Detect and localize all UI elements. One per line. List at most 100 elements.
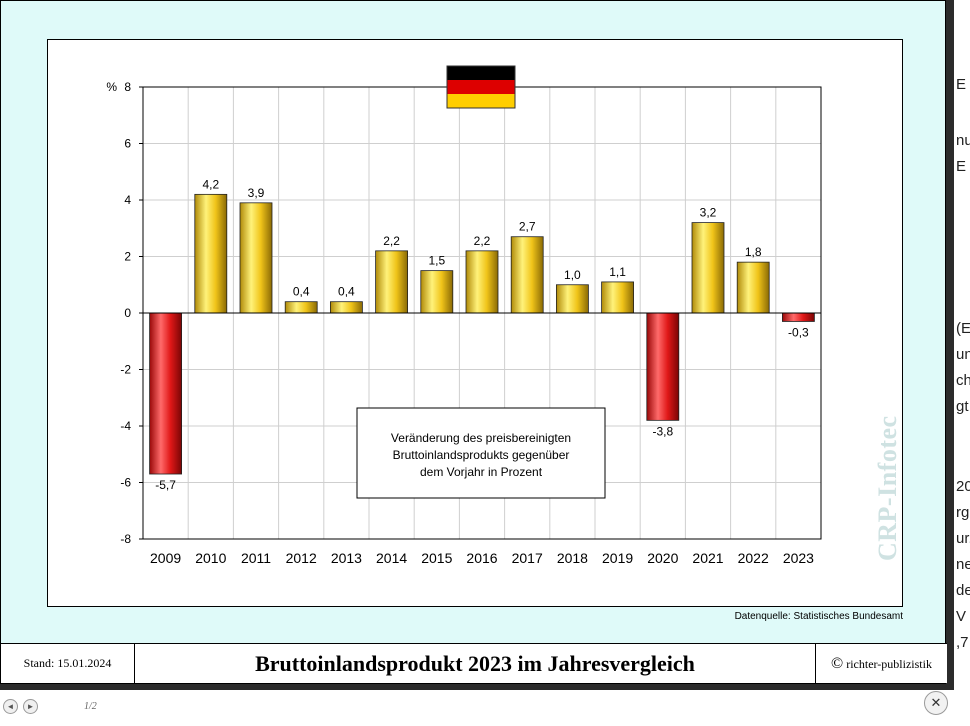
gdp-bar-chart: -5,7 2009 4,2 2010 3,9 2011 0,4 2012 0,4 2013 2,2 2… bbox=[106, 65, 822, 566]
data-label: -5,7 bbox=[155, 478, 176, 492]
close-button[interactable]: ✕ bbox=[924, 691, 948, 715]
flag-stripe-black bbox=[447, 66, 515, 80]
close-icon: ✕ bbox=[930, 695, 942, 710]
chart-panel: -5,7 2009 4,2 2010 3,9 2011 0,4 2012 0,4 2013 2,2 2… bbox=[47, 39, 903, 607]
data-label: -0,3 bbox=[788, 325, 809, 339]
arrow-right-icon: ► bbox=[26, 702, 35, 711]
flag-border bbox=[446, 65, 516, 109]
y-tick-label: 4 bbox=[124, 193, 131, 207]
viewer-nav-bar: ◄ ► 1/2 ✕ bbox=[0, 690, 970, 726]
y-tick-label: 8 bbox=[124, 80, 131, 94]
data-label: 2,2 bbox=[474, 234, 491, 248]
background-text-fragment: ur. bbox=[956, 530, 970, 547]
x-tick-label: 2019 bbox=[602, 550, 633, 566]
x-tick-label: 2013 bbox=[331, 550, 362, 566]
background-text-fragment: gt bbox=[956, 398, 969, 415]
data-label: 2,2 bbox=[383, 234, 400, 248]
footer-date: Stand: 15.01.2024 bbox=[1, 644, 135, 683]
background-text-fragment: (E bbox=[956, 320, 970, 337]
flag-stripe-gold bbox=[447, 94, 515, 108]
bar-2013 bbox=[329, 301, 363, 314]
background-text-fragment: 20 bbox=[956, 478, 970, 495]
background-text-fragment: E bbox=[956, 158, 967, 175]
y-tick-label: -2 bbox=[120, 363, 131, 377]
bar-2010 bbox=[194, 193, 228, 314]
german-flag-icon bbox=[446, 65, 516, 109]
background-text-fragment: rg bbox=[956, 504, 970, 521]
bar-2012 bbox=[284, 301, 318, 314]
x-tick-label: 2018 bbox=[557, 550, 588, 566]
labels-layer: -5,7 2009 4,2 2010 3,9 2011 0,4 2012 0,4 2013 2,2 2… bbox=[150, 177, 814, 566]
y-tick-label: -8 bbox=[120, 532, 131, 546]
bar-2018 bbox=[555, 284, 589, 314]
bar-2020 bbox=[646, 312, 680, 421]
x-tick-label: 2010 bbox=[195, 550, 226, 566]
x-tick-label: 2012 bbox=[286, 550, 317, 566]
background-text-fragment: nu bbox=[956, 132, 970, 149]
arrow-left-icon: ◄ bbox=[6, 702, 15, 711]
x-tick-label: 2021 bbox=[692, 550, 723, 566]
x-tick-label: 2011 bbox=[241, 550, 271, 566]
background-text-fragment: V bbox=[956, 608, 967, 625]
background-text-fragment: E bbox=[956, 76, 967, 93]
data-label: 3,9 bbox=[248, 186, 265, 200]
slide-footer: Stand: 15.01.2024 Bruttoinlandsprodukt 2… bbox=[1, 643, 947, 683]
x-tick-label: 2009 bbox=[150, 550, 181, 566]
annotation-line-1: Veränderung des preisbereinigten bbox=[391, 431, 571, 445]
bar-2021 bbox=[691, 222, 725, 314]
x-tick-label: 2017 bbox=[512, 550, 543, 566]
data-label: 4,2 bbox=[202, 177, 219, 191]
next-page-button[interactable]: ► bbox=[23, 699, 38, 714]
background-text-fragment: ,7 bbox=[956, 634, 969, 651]
bar-2014 bbox=[375, 250, 409, 314]
data-label: 3,2 bbox=[700, 206, 717, 220]
annotation-box bbox=[356, 407, 606, 499]
data-label: 0,4 bbox=[338, 285, 355, 299]
data-label: -3,8 bbox=[652, 424, 673, 438]
chart-annotation: Veränderung des preisbereinigten Bruttoi… bbox=[356, 407, 606, 499]
bar-2011 bbox=[239, 202, 273, 314]
bar-2015 bbox=[420, 270, 454, 314]
bar-2016 bbox=[465, 250, 499, 314]
y-tick-label: 2 bbox=[124, 250, 131, 264]
background-text-fragment: ch bbox=[956, 372, 970, 389]
bar-2022 bbox=[736, 261, 770, 314]
x-tick-label: 2020 bbox=[647, 550, 678, 566]
bar-2009 bbox=[149, 312, 182, 475]
publisher-name: richter-publizistik bbox=[846, 657, 932, 671]
annotation-line-3: dem Vorjahr in Prozent bbox=[420, 465, 543, 479]
previous-page-button[interactable]: ◄ bbox=[3, 699, 18, 714]
bar-2023 bbox=[782, 312, 815, 322]
data-label: 1,0 bbox=[564, 268, 581, 282]
x-tick-label: 2015 bbox=[421, 550, 452, 566]
y-unit-label: % bbox=[106, 80, 117, 94]
data-label: 2,7 bbox=[519, 220, 536, 234]
data-source-note: Datenquelle: Statistisches Bundesamt bbox=[734, 611, 903, 622]
background-text-fragment: de bbox=[956, 582, 970, 599]
background-text-fragment: ne bbox=[956, 556, 970, 573]
data-label: 1,5 bbox=[428, 254, 445, 268]
y-tick-label: -4 bbox=[120, 419, 131, 433]
annotation-line-2: Bruttoinlandsprodukts gegenüber bbox=[393, 448, 570, 462]
flag-stripe-red bbox=[447, 80, 515, 94]
bar-2019 bbox=[601, 281, 634, 314]
data-label: 1,8 bbox=[745, 245, 762, 259]
footer-title: Bruttoinlandsprodukt 2023 im Jahresvergl… bbox=[255, 651, 695, 676]
y-tick-label: 6 bbox=[124, 137, 131, 151]
data-label: 0,4 bbox=[293, 285, 310, 299]
bar-2017 bbox=[510, 236, 544, 314]
x-tick-label: 2023 bbox=[783, 550, 814, 566]
x-tick-label: 2016 bbox=[466, 550, 497, 566]
y-tick-label: -6 bbox=[120, 476, 131, 490]
x-tick-label: 2014 bbox=[376, 550, 407, 566]
background-text-fragment: un bbox=[956, 346, 970, 363]
footer-publisher: © richter-publizistik bbox=[815, 644, 947, 683]
watermark-text: CRP-Infotec bbox=[873, 415, 902, 561]
page-indicator: 1/2 bbox=[84, 701, 97, 712]
y-tick-label: 0 bbox=[124, 306, 131, 320]
x-tick-label: 2022 bbox=[738, 550, 769, 566]
copyright-icon: © bbox=[831, 655, 844, 672]
background-document-strip: E nu E (E un ch gt 20 rg ur. ne de V ,7 bbox=[954, 0, 970, 690]
slide-frame: -5,7 2009 4,2 2010 3,9 2011 0,4 2012 0,4 2013 2,2 2… bbox=[0, 0, 947, 684]
data-label: 1,1 bbox=[609, 265, 626, 279]
